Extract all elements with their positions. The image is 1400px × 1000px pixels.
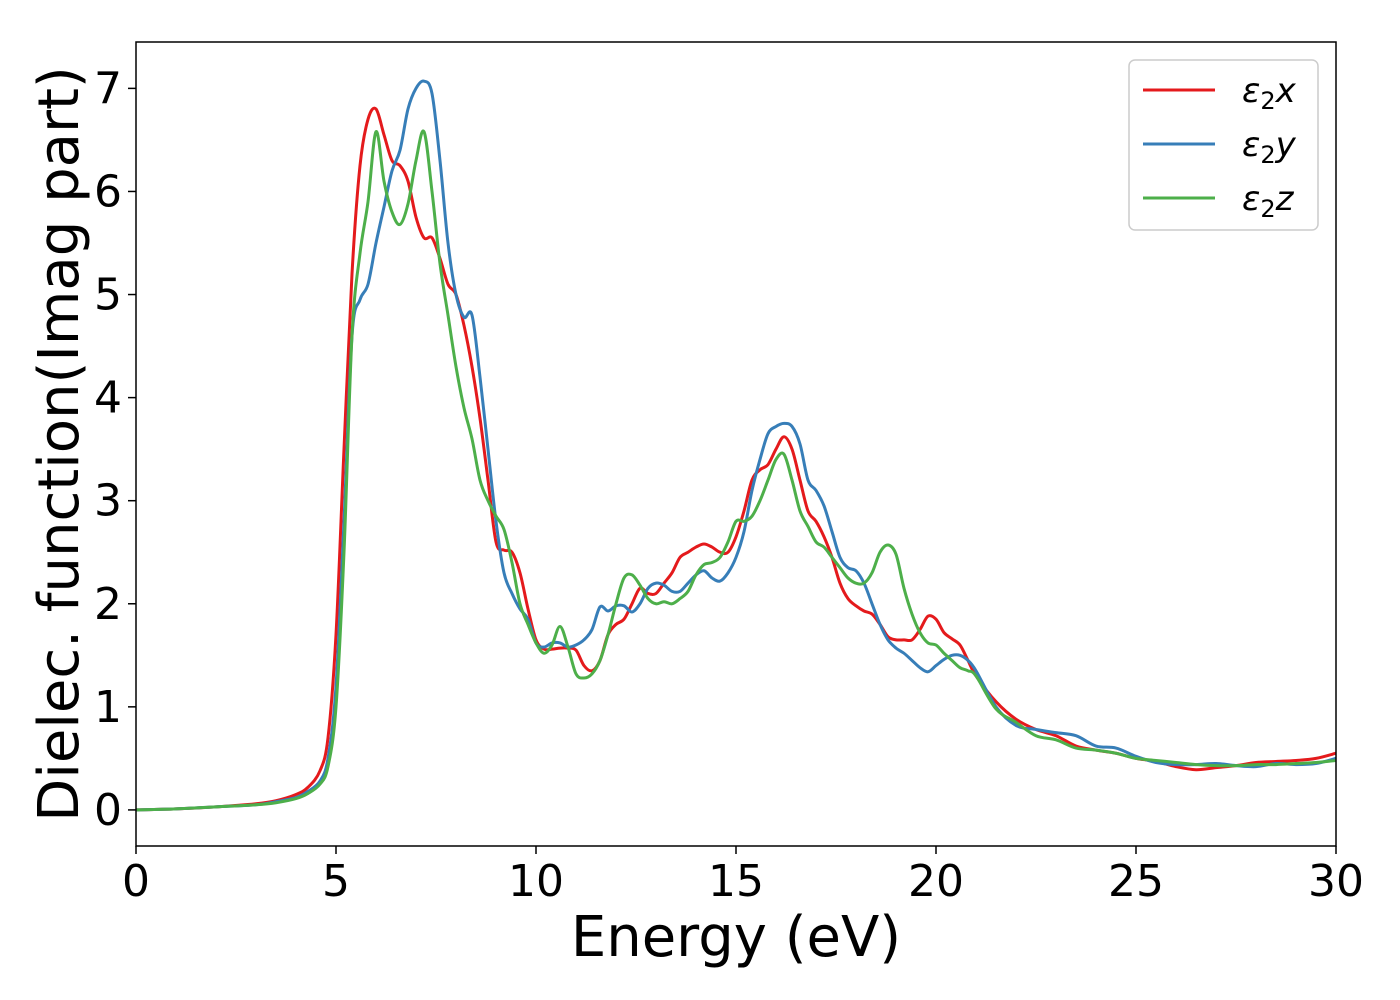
x-tick-label: 5 <box>322 856 350 907</box>
x-tick-label: 10 <box>508 856 564 907</box>
legend-entry-y: ε2y <box>1242 125 1297 169</box>
series-line-z <box>135 129 1337 812</box>
y-tick-label: 1 <box>94 682 122 733</box>
y-tick-label: 0 <box>94 785 122 836</box>
y-tick-label: 5 <box>94 270 122 321</box>
series-layer <box>135 79 1337 812</box>
y-tick-label: 4 <box>94 373 122 424</box>
y-tick-label: 7 <box>94 63 122 114</box>
y-axis-label: Dielec. function(Imag part) <box>27 66 92 822</box>
x-tick-label: 30 <box>1308 856 1364 907</box>
x-tick-label: 25 <box>1108 856 1164 907</box>
y-tick-label: 2 <box>94 579 122 630</box>
legend-box <box>1128 59 1319 231</box>
x-tick-label: 15 <box>708 856 764 907</box>
x-tick-label: 20 <box>908 856 964 907</box>
legend-entry-x: ε2x <box>1242 71 1297 115</box>
series-line-y <box>135 79 1337 812</box>
y-tick-label: 6 <box>94 166 122 217</box>
legend-entry-z: ε2z <box>1242 179 1295 223</box>
legend: ε2x ε2y ε2z <box>1128 59 1319 231</box>
axes-layer: 0 5 10 15 20 25 30 0 1 2 3 4 5 6 7 <box>94 41 1364 907</box>
x-tick-label: 0 <box>122 856 150 907</box>
y-tick-label: 3 <box>94 476 122 527</box>
x-axis-label: Energy (eV) <box>571 905 901 970</box>
